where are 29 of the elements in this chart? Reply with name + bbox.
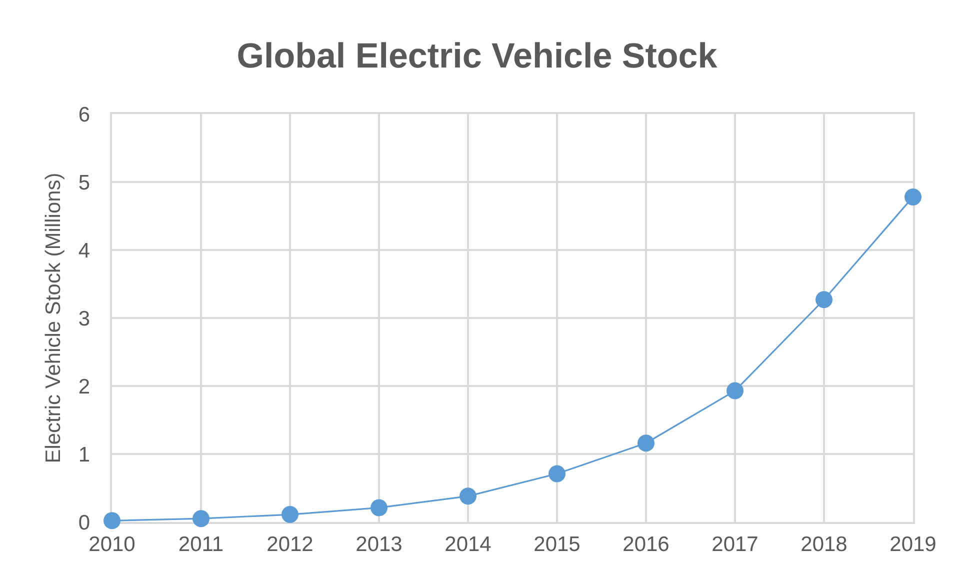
x-tick-label: 2017 [712, 532, 758, 556]
point [370, 499, 388, 516]
x-tick-label: 2015 [534, 532, 580, 556]
y-tick-label: 5 [78, 171, 90, 194]
y-axis-title: Electric Vehicle Stock (Millions) [42, 172, 66, 464]
x-tick-label: 2013 [356, 532, 402, 556]
y-tick-label: 6 [78, 103, 90, 126]
y-tick-label: 4 [78, 239, 90, 262]
point [460, 488, 476, 505]
y-tick-label: 3 [78, 307, 90, 330]
x-tick-label: 2018 [800, 532, 848, 556]
point [904, 188, 922, 206]
point [548, 465, 566, 482]
point [638, 434, 654, 452]
point [282, 506, 298, 524]
x-tick-label: 2010 [88, 532, 136, 556]
point [104, 512, 120, 530]
x-tick-label: 2011 [178, 532, 224, 556]
point [816, 291, 832, 308]
point [726, 382, 744, 400]
x-tick-label: 2012 [266, 532, 314, 556]
y-tick-label: 2 [78, 375, 90, 398]
y-tick-label: 0 [78, 511, 90, 534]
chart-title: Global Electric Vehicle Stock [236, 36, 718, 76]
point [192, 510, 210, 528]
x-tick-label: 2016 [622, 532, 670, 556]
x-tick-label: 2014 [444, 532, 492, 556]
x-tick-label: 2019 [890, 532, 936, 556]
y-tick-label: 1 [78, 443, 90, 466]
